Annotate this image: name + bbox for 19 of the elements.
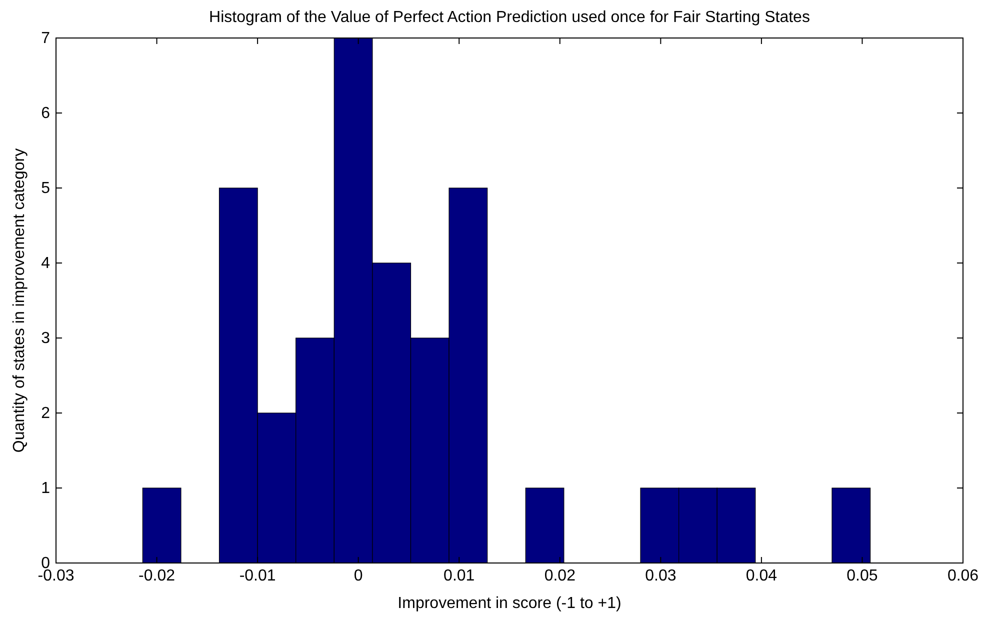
x-tick-label: 0.05 [846, 567, 878, 584]
x-tick-label: 0.01 [444, 567, 475, 584]
x-axis-title: Improvement in score (-1 to +1) [398, 595, 622, 612]
x-tick-label: -0.01 [239, 567, 276, 584]
chart-title: Histogram of the Value of Perfect Action Prediction used once for Fair Starting States [209, 9, 810, 26]
y-tick-label: 3 [41, 330, 50, 348]
x-tick-label: 0.04 [746, 567, 778, 584]
y-tick-label: 1 [41, 480, 50, 498]
y-tick-label: 6 [41, 105, 50, 122]
y-tick-label: 2 [41, 405, 50, 422]
y-tick-label: 7 [41, 30, 50, 48]
x-tick-label: 0.06 [947, 567, 979, 584]
y-tick-label: 5 [41, 180, 50, 198]
x-tick-label: 0 [354, 567, 363, 584]
x-tick-label: 0.02 [544, 567, 576, 584]
y-axis-title: Quantity of states in improvement category [11, 148, 28, 453]
y-tick-label: 4 [41, 255, 50, 272]
x-tick-label: -0.02 [138, 567, 176, 584]
x-tick-label: 0.03 [645, 567, 676, 584]
